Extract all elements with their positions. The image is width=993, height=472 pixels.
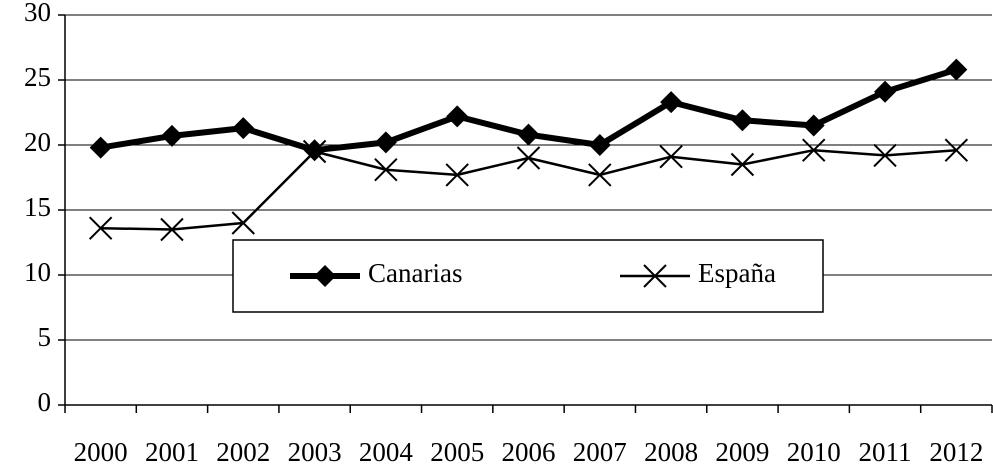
x-tick-label: 2012 bbox=[929, 437, 983, 467]
x-tick-label: 2004 bbox=[359, 437, 414, 467]
marker bbox=[314, 265, 336, 287]
series-line bbox=[100, 148, 957, 231]
marker bbox=[944, 138, 969, 162]
marker bbox=[232, 117, 255, 140]
marker bbox=[517, 123, 540, 146]
marker bbox=[446, 105, 469, 128]
marker bbox=[302, 139, 327, 164]
marker bbox=[88, 216, 113, 240]
marker bbox=[516, 146, 541, 170]
marker bbox=[660, 91, 683, 114]
x-tick-label: 2009 bbox=[715, 437, 769, 467]
x-tick-label: 2003 bbox=[288, 437, 342, 467]
marker bbox=[874, 80, 897, 103]
x-tick-label: 2008 bbox=[644, 437, 698, 467]
x-tick-label: 2002 bbox=[216, 437, 270, 467]
marker bbox=[802, 114, 825, 137]
legend-label: España bbox=[698, 258, 776, 288]
marker bbox=[731, 109, 754, 132]
y-tick-label: 25 bbox=[24, 62, 51, 92]
x-tick-label: 2006 bbox=[502, 437, 556, 467]
marker bbox=[659, 144, 683, 169]
marker bbox=[374, 131, 397, 154]
x-tick-label: 2010 bbox=[787, 437, 841, 467]
x-tick-label: 2007 bbox=[573, 437, 627, 467]
marker bbox=[588, 134, 611, 156]
x-tick-label: 2005 bbox=[430, 437, 484, 467]
marker bbox=[730, 152, 755, 177]
marker bbox=[231, 211, 255, 235]
marker bbox=[160, 217, 184, 242]
marker bbox=[89, 136, 112, 159]
x-tick-label: 2011 bbox=[859, 437, 912, 467]
marker bbox=[945, 58, 968, 81]
y-tick-label: 0 bbox=[38, 387, 52, 417]
marker bbox=[160, 124, 183, 147]
marker bbox=[588, 163, 612, 187]
y-tick-label: 30 bbox=[24, 0, 51, 27]
y-tick-label: 5 bbox=[38, 322, 52, 352]
y-tick-label: 15 bbox=[24, 192, 51, 222]
marker bbox=[374, 157, 398, 182]
marker bbox=[873, 143, 897, 168]
x-tick-label: 2000 bbox=[74, 437, 128, 467]
marker bbox=[802, 138, 826, 162]
marker bbox=[643, 264, 667, 288]
y-tick-label: 10 bbox=[24, 257, 51, 287]
y-tick-label: 20 bbox=[24, 127, 51, 157]
x-tick-label: 2001 bbox=[145, 437, 199, 467]
marker bbox=[445, 163, 469, 187]
legend-label: Canarias bbox=[368, 258, 462, 288]
